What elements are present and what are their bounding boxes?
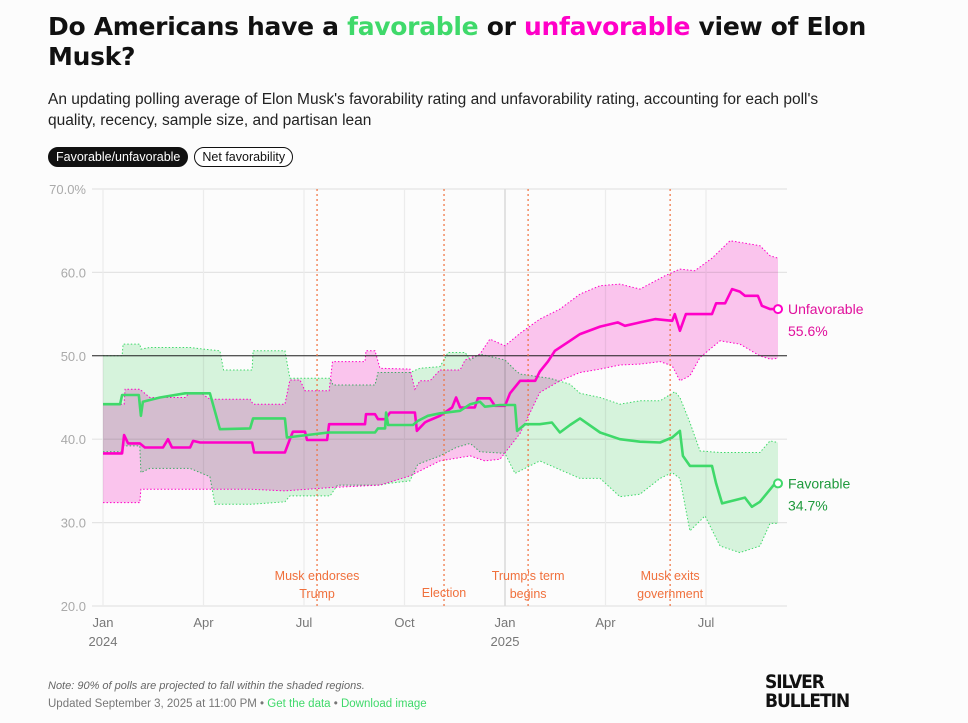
event-label: Trump's term <box>492 569 565 583</box>
unfavorable-end-marker <box>773 304 784 315</box>
event-label: Election <box>422 586 467 600</box>
title-text: or <box>478 12 525 41</box>
separator: • <box>256 698 268 710</box>
x-tick-label: Oct <box>394 615 415 630</box>
x-tick-label: Apr <box>193 615 214 630</box>
logo-line: BULLETIN <box>765 690 850 712</box>
event-label: Trump <box>299 587 335 601</box>
x-tick-year: 2025 <box>491 634 520 649</box>
y-tick-label: 60.0 <box>61 265 86 280</box>
event-label: Musk exits <box>641 569 700 583</box>
get-data-link[interactable]: Get the data <box>267 698 331 710</box>
event-label: begins <box>510 587 547 601</box>
toggle-favorable-unfavorable[interactable]: Favorable/unfavorable <box>48 147 189 167</box>
unfavorable-value: 55.6% <box>788 323 828 339</box>
logo-line: SILVER <box>765 671 825 693</box>
unfavorable-label: Unfavorable <box>788 301 864 317</box>
favorable-end-marker <box>773 478 784 489</box>
x-tick-year: 2024 <box>89 634 118 649</box>
x-tick-label: Jul <box>698 615 715 630</box>
title-favorable: favorable <box>347 12 479 41</box>
update-line: Updated September 3, 2025 at 11:00 PM • … <box>48 698 427 710</box>
y-tick-label: 20.0 <box>61 599 86 614</box>
unfavorable-line <box>103 287 778 455</box>
title-text: Do Americans have a <box>48 12 348 41</box>
favorable-line <box>103 391 778 509</box>
unfavorable-band-upper <box>103 240 779 405</box>
title-text: view of Elon Musk? <box>48 12 866 71</box>
unfavorable-band-lower <box>103 340 779 504</box>
y-tick-label: 70.0% <box>49 182 86 197</box>
updated-timestamp: Updated September 3, 2025 at 11:00 PM <box>48 698 257 710</box>
event-label: Musk endorses <box>275 569 360 583</box>
view-toggle: Favorable/unfavorable Net favorability <box>48 147 294 167</box>
unfavorable-band <box>103 240 778 503</box>
x-tick-label: Jan <box>495 615 516 630</box>
separator: • <box>330 698 341 710</box>
silver-bulletin-logo: SILVER BULLETIN <box>765 671 850 712</box>
x-tick-label: Jan <box>93 615 114 630</box>
subtitle: An updating polling average of Elon Musk… <box>48 91 819 129</box>
page-title: Do Americans have a favorable or unfavor… <box>48 12 908 72</box>
title-unfavorable: unfavorable <box>524 12 691 41</box>
download-image-link[interactable]: Download image <box>340 698 427 710</box>
event-label: government <box>637 587 704 601</box>
y-tick-label: 30.0 <box>61 516 86 531</box>
x-tick-label: Apr <box>595 615 616 630</box>
y-tick-label: 50.0 <box>61 349 86 364</box>
favorable-label: Favorable <box>788 475 850 491</box>
footnote: Note: 90% of polls are projected to fall… <box>48 680 365 692</box>
toggle-net-favorability[interactable]: Net favorability <box>194 147 294 167</box>
x-tick-label: Jul <box>296 615 313 630</box>
y-tick-label: 40.0 <box>61 432 86 447</box>
favorable-value: 34.7% <box>788 497 828 513</box>
